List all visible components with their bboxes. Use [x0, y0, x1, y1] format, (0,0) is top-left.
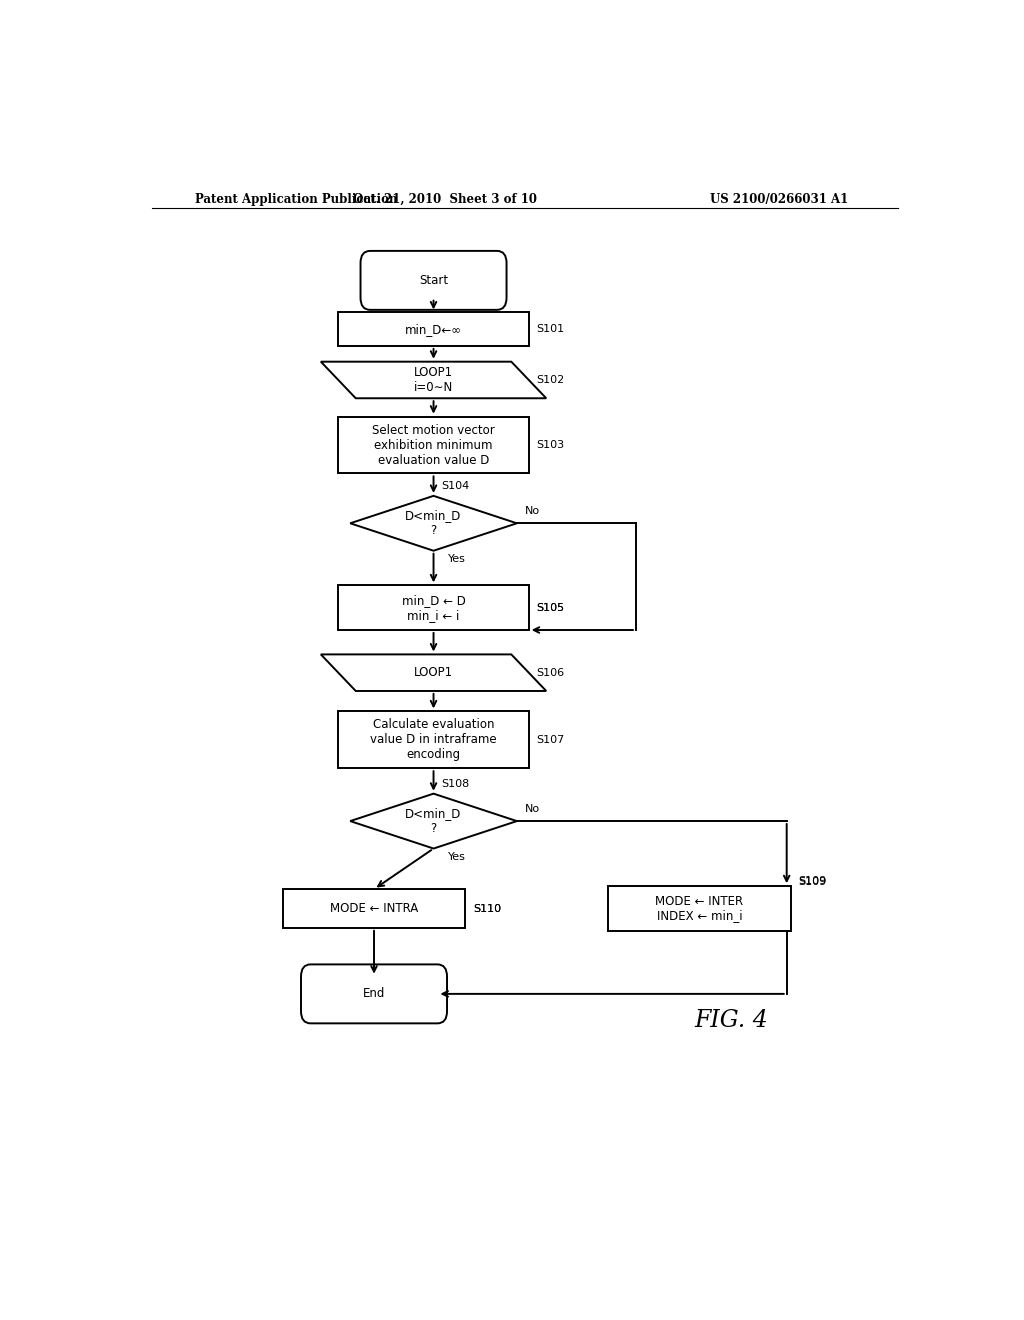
Text: Yes: Yes — [447, 554, 466, 564]
FancyBboxPatch shape — [338, 313, 528, 346]
Polygon shape — [321, 655, 546, 690]
Text: D<min_D
?: D<min_D ? — [406, 807, 462, 836]
Text: LOOP1: LOOP1 — [414, 667, 453, 680]
FancyBboxPatch shape — [338, 585, 528, 630]
FancyBboxPatch shape — [338, 417, 528, 474]
Text: D<min_D
?: D<min_D ? — [406, 510, 462, 537]
Text: No: No — [524, 804, 540, 814]
FancyBboxPatch shape — [360, 251, 507, 310]
Text: Select motion vector
exhibition minimum
evaluation value D: Select motion vector exhibition minimum … — [372, 424, 495, 466]
Text: S104: S104 — [441, 480, 470, 491]
Polygon shape — [350, 496, 517, 550]
Text: Calculate evaluation
value D in intraframe
encoding: Calculate evaluation value D in intrafra… — [371, 718, 497, 762]
Text: S105: S105 — [537, 603, 565, 612]
Text: S103: S103 — [537, 440, 565, 450]
Text: Yes: Yes — [447, 851, 466, 862]
Text: S109: S109 — [799, 876, 826, 886]
Text: S107: S107 — [537, 735, 565, 744]
Text: S102: S102 — [537, 375, 565, 385]
Text: S101: S101 — [537, 325, 565, 334]
FancyBboxPatch shape — [301, 965, 447, 1023]
Polygon shape — [350, 793, 517, 849]
Text: S105: S105 — [537, 603, 565, 612]
FancyBboxPatch shape — [338, 711, 528, 768]
Text: FIG. 4: FIG. 4 — [694, 1008, 768, 1032]
Text: min_D←∞: min_D←∞ — [406, 322, 462, 335]
Text: S110: S110 — [473, 903, 502, 913]
Text: MODE ← INTRA: MODE ← INTRA — [330, 902, 418, 915]
Text: S109: S109 — [799, 876, 826, 887]
Text: Start: Start — [419, 273, 449, 286]
Text: Patent Application Publication: Patent Application Publication — [196, 193, 398, 206]
FancyBboxPatch shape — [608, 886, 791, 931]
Text: US 2100/0266031 A1: US 2100/0266031 A1 — [710, 193, 848, 206]
Text: MODE ← INTER
INDEX ← min_i: MODE ← INTER INDEX ← min_i — [655, 895, 743, 923]
Text: S106: S106 — [537, 668, 565, 677]
FancyBboxPatch shape — [283, 890, 465, 928]
Text: Oct. 21, 2010  Sheet 3 of 10: Oct. 21, 2010 Sheet 3 of 10 — [353, 193, 538, 206]
Text: S110: S110 — [473, 903, 502, 913]
Text: min_D ← D
min_i ← i: min_D ← D min_i ← i — [401, 594, 466, 622]
Text: LOOP1
i=0∼N: LOOP1 i=0∼N — [414, 366, 454, 393]
Text: S108: S108 — [441, 779, 470, 788]
Text: No: No — [524, 506, 540, 516]
Text: End: End — [362, 987, 385, 1001]
Polygon shape — [321, 362, 546, 399]
